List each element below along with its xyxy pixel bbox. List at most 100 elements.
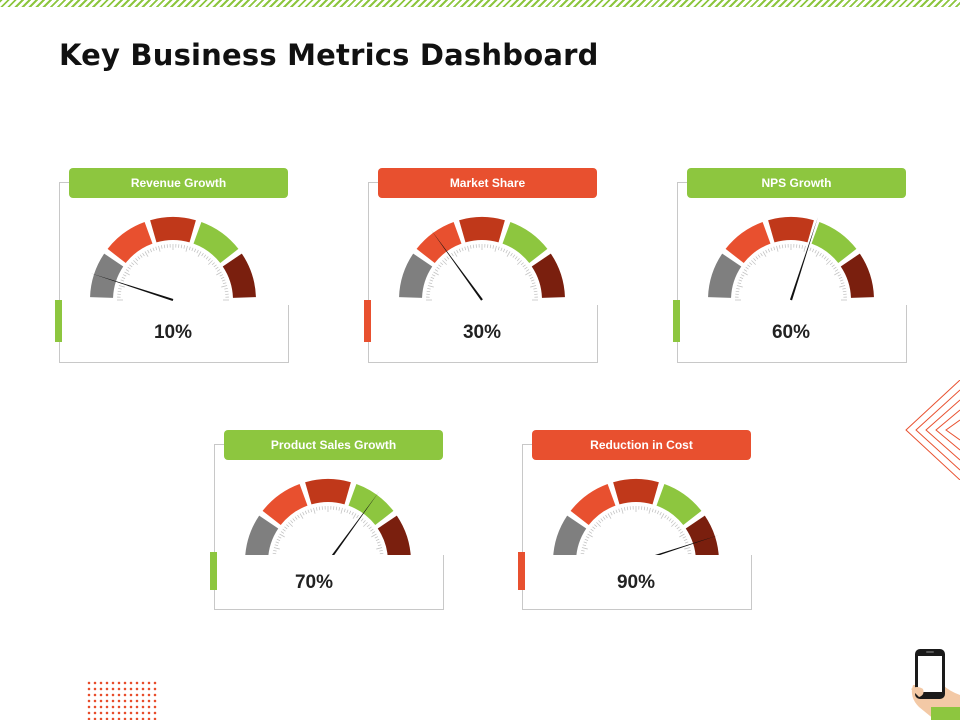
gauge-tick	[434, 269, 439, 272]
gauge-tick	[377, 544, 382, 547]
gauge-tick	[185, 245, 188, 252]
gauge-tick	[590, 528, 594, 532]
gauge-segment	[459, 217, 505, 243]
gauge-tick	[180, 244, 183, 249]
accent-bar	[210, 552, 217, 590]
gauge-tick	[684, 541, 689, 544]
gauge-tick	[531, 282, 536, 285]
gauge-tick	[118, 287, 122, 290]
gauge-tick	[282, 528, 286, 532]
gauge-tick	[453, 251, 458, 257]
gauge-tick	[765, 249, 768, 254]
gauge-tick	[671, 522, 676, 527]
gauge-tick	[222, 282, 227, 285]
gauge-needle	[430, 229, 483, 301]
gauge-tick	[216, 269, 221, 272]
gauge-tick	[451, 252, 454, 257]
gauge-segment	[725, 222, 771, 264]
gauge-tick	[147, 249, 150, 254]
gauge-tick	[343, 508, 346, 513]
gauge-tick	[747, 264, 751, 268]
gauge-tick	[738, 279, 743, 282]
gauge-tick	[668, 518, 672, 522]
gauge-segment	[150, 217, 196, 243]
gauge-tick	[517, 260, 522, 265]
gauge-tick	[651, 508, 654, 513]
gauge-tick	[842, 290, 847, 293]
gauge-tick	[286, 524, 290, 528]
gauge-tick	[360, 518, 364, 522]
gauge-tick	[492, 245, 495, 249]
gauge-segment	[708, 253, 742, 298]
gauge-tick	[356, 514, 359, 519]
gauge-tick	[646, 507, 649, 511]
gauge-segment	[222, 253, 256, 298]
gauge-tick	[626, 506, 629, 511]
gauge-tick	[605, 514, 608, 519]
gauge-tick	[127, 266, 131, 270]
gauge-tick	[288, 522, 293, 527]
gauge-card-product-sales-growth: Product Sales Growth 70%	[210, 430, 444, 630]
gauge-segment	[570, 484, 616, 526]
gauge-tick	[280, 531, 285, 534]
gauge-tick	[370, 528, 374, 532]
gauge-tick	[819, 252, 822, 257]
gauge-tick	[368, 526, 372, 530]
gauge-card-revenue-growth: Revenue Growth 10%	[55, 168, 289, 368]
gauge-tick	[122, 274, 127, 277]
gauge-tick	[838, 276, 843, 280]
gauge-tick	[683, 538, 688, 542]
gauge-tick	[489, 244, 492, 249]
gauge-tick	[338, 507, 341, 511]
gauge-tick	[742, 271, 748, 276]
gauge-tick	[139, 254, 143, 258]
card-frame	[368, 182, 381, 315]
gauge-value: 70%	[294, 572, 334, 593]
gauge-tick	[506, 251, 511, 257]
gauge-tick	[351, 511, 354, 516]
gauge-tick	[826, 260, 831, 265]
gauge-segment	[262, 484, 308, 526]
gauge-tick	[446, 256, 450, 260]
gauge-tick	[284, 526, 288, 530]
gauge-tick	[117, 290, 122, 293]
gauge-segment	[305, 479, 351, 505]
gauge-tick	[208, 260, 213, 265]
gauge-tick	[615, 509, 618, 514]
gauge-tick	[279, 533, 285, 538]
gauge-tick	[600, 518, 604, 522]
gauge-tick	[581, 549, 585, 552]
gauge-tick	[740, 274, 745, 277]
gauge-tick	[610, 511, 613, 516]
gauge-segment	[348, 484, 394, 526]
gauge-tick	[440, 262, 444, 266]
gauge-tick	[674, 524, 678, 528]
gauge-needle	[327, 491, 380, 563]
gauge-tick	[648, 507, 651, 514]
gauge-tick	[315, 507, 318, 511]
gauge-meter	[90, 217, 256, 302]
gauge-tick	[438, 264, 442, 268]
gauge-tick	[582, 544, 587, 547]
gauge-tick	[643, 506, 646, 511]
gauge-tick	[371, 533, 377, 538]
gauge-tick	[158, 245, 161, 252]
gauge-tick	[524, 266, 528, 270]
gauge-tick	[840, 282, 845, 285]
gauge-segment	[502, 222, 548, 264]
gauge-tick	[464, 246, 467, 251]
gauge-tick	[584, 538, 589, 542]
gauge-tick	[607, 513, 612, 519]
gauge-tick	[510, 252, 513, 257]
gauge-tick	[525, 269, 530, 272]
gauge-tick	[588, 531, 593, 534]
gauge-tick	[376, 541, 381, 544]
gauge-tick	[533, 290, 538, 293]
gauge-tick	[773, 246, 776, 251]
gauge-segment	[553, 515, 587, 560]
gauge-tick	[129, 264, 133, 268]
gauge-tick	[137, 256, 141, 260]
gauge-meter	[708, 217, 874, 301]
gauge-tick	[292, 518, 296, 522]
card-frame	[214, 444, 227, 577]
